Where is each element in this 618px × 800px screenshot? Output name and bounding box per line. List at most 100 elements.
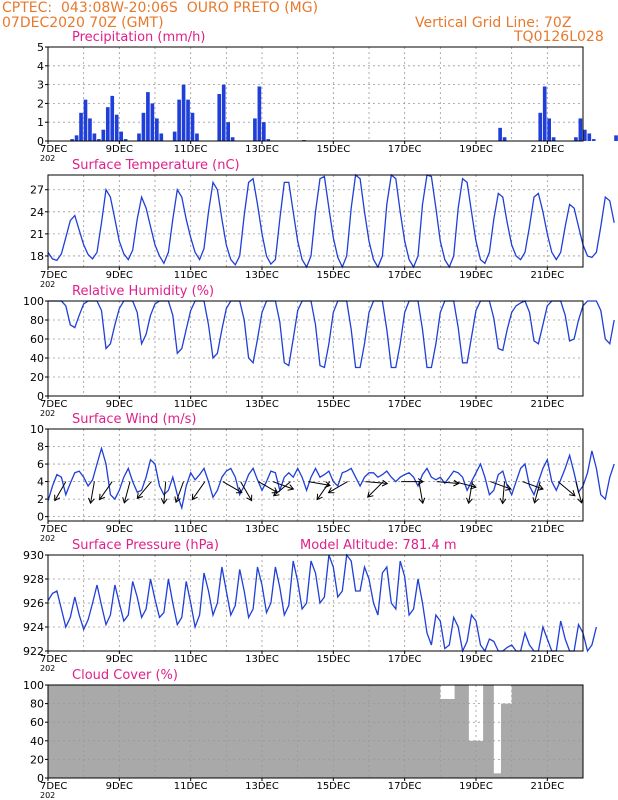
precip-bar xyxy=(123,139,128,141)
wind-arrow-head xyxy=(99,493,106,501)
x-tick-label: 13DEC xyxy=(245,781,279,792)
wind-arrow-head xyxy=(235,487,243,494)
precip-bar xyxy=(587,133,592,141)
wind-arrow xyxy=(328,481,348,494)
y-tick-label: 60 xyxy=(30,716,44,729)
y-tick-label: 4 xyxy=(37,476,44,489)
panel-frame xyxy=(47,428,584,522)
y-tick-label: 0 xyxy=(37,135,44,148)
wind-arrow xyxy=(490,481,512,490)
wind-arrow-head xyxy=(532,497,540,504)
wind-arrow-head xyxy=(537,484,544,491)
x-tick-label: 15DEC xyxy=(316,399,350,410)
wind-arrow xyxy=(175,481,185,503)
y-tick-label: 60 xyxy=(30,333,44,346)
precip-bar xyxy=(137,133,141,141)
x-tick-label: 21DEC xyxy=(530,270,564,281)
wind-arrow-head xyxy=(122,497,129,504)
wind-arrow xyxy=(191,481,206,500)
wind-arrow-head xyxy=(367,491,374,498)
precip-bar xyxy=(110,95,115,141)
x-tick-label: 17DEC xyxy=(388,144,422,155)
x-tick-label: 9DEC xyxy=(106,524,133,535)
wind-arrow xyxy=(163,481,167,504)
y-tick-label: 80 xyxy=(30,314,44,327)
wind-arrow xyxy=(468,481,473,504)
x-tick-label: 9DEC xyxy=(106,399,133,410)
x-year-label: 202 xyxy=(40,534,55,543)
precip-bar xyxy=(141,112,146,141)
x-year-label: 202 xyxy=(40,280,55,289)
wind-arrow xyxy=(522,481,544,490)
x-tick-label: 7DEC xyxy=(40,399,67,410)
precip-bar xyxy=(119,131,123,141)
x-tick-label: 19DEC xyxy=(459,270,493,281)
precip-bar xyxy=(217,94,222,141)
x-tick-label: 21DEC xyxy=(530,399,564,410)
wind-arrow-head xyxy=(327,487,335,494)
precip-bar xyxy=(551,137,556,141)
x-tick-label: 21DEC xyxy=(530,144,564,155)
wind-arrow xyxy=(557,481,576,497)
wind-arrow xyxy=(54,481,67,501)
wind-arrow xyxy=(90,481,95,504)
wind-arrow-head xyxy=(191,493,198,501)
header-line2-left: 07DEC2020 70Z (GMT) xyxy=(2,15,164,31)
x-tick-label: 7DEC xyxy=(40,654,67,665)
precip-bar xyxy=(159,133,164,141)
y-tick-label: 922 xyxy=(23,645,44,658)
y-tick-label: 1 xyxy=(37,116,44,129)
precip-bar xyxy=(502,137,507,141)
x-tick-label: 19DEC xyxy=(459,524,493,535)
y-tick-label: 928 xyxy=(23,573,44,586)
x-tick-label: 13DEC xyxy=(245,399,279,410)
wind-arrow-head xyxy=(246,494,253,502)
panel-frame xyxy=(47,174,584,268)
y-tick-label: 24 xyxy=(30,206,44,219)
precip-bar xyxy=(172,131,177,141)
wind-arrow-head xyxy=(569,490,576,497)
wind-arrow-head xyxy=(499,497,507,505)
x-tick-label: 9DEC xyxy=(106,654,133,665)
x-tick-label: 15DEC xyxy=(316,781,350,792)
panel-frame xyxy=(47,300,584,397)
y-tick-label: 5 xyxy=(37,41,44,54)
x-tick-label: 15DEC xyxy=(316,654,350,665)
x-tick-label: 9DEC xyxy=(106,270,133,281)
y-tick-label: 100 xyxy=(23,679,44,692)
x-tick-label: 7DEC xyxy=(40,144,67,155)
precip-bar xyxy=(262,122,266,141)
panel-precip: 0 1 2 3 4 5 7DEC 9DEC 11DEC 13DEC 15DEC 17DEC 19DEC 2… xyxy=(37,30,618,163)
precip-bar xyxy=(88,118,92,141)
y-tick-label: 20 xyxy=(30,371,44,384)
wind-arrow xyxy=(436,481,459,484)
x-tick-label: 11DEC xyxy=(174,654,208,665)
cloud-gap xyxy=(440,685,455,699)
x-year-label: 202 xyxy=(40,791,55,800)
panel-cloud: 0 20 40 60 80 100 7DEC 9DEC 11DEC 13DEC 15DEC 17DEC… xyxy=(23,668,612,800)
y-tick-label: 40 xyxy=(30,352,44,365)
y-tick-label: 0 xyxy=(37,390,44,403)
wind-arrow xyxy=(502,481,506,504)
press-series-line xyxy=(47,553,598,654)
x-tick-label: 21DEC xyxy=(530,654,564,665)
x-tick-label: 17DEC xyxy=(388,654,422,665)
precip-bar xyxy=(614,135,618,141)
y-tick-label: 4 xyxy=(37,60,44,73)
x-tick-label: 13DEC xyxy=(245,270,279,281)
precip-bar xyxy=(70,139,74,141)
x-tick-label: 17DEC xyxy=(388,399,422,410)
temp-series-line xyxy=(47,173,615,269)
y-tick-label: 924 xyxy=(23,621,44,634)
y-tick-label: 3 xyxy=(37,79,44,92)
wind-arrow-head xyxy=(381,479,389,487)
wind-arrow-head xyxy=(54,494,61,502)
wind-arrow xyxy=(258,481,278,494)
wind-arrow-head xyxy=(160,497,168,505)
wind-arrow xyxy=(273,481,291,497)
x-tick-label: 11DEC xyxy=(174,270,208,281)
press-title: Surface Pressure (hPa) xyxy=(72,538,219,553)
y-tick-label: 10 xyxy=(30,423,44,436)
precip-title: Precipitation (mm/h) xyxy=(72,30,205,45)
